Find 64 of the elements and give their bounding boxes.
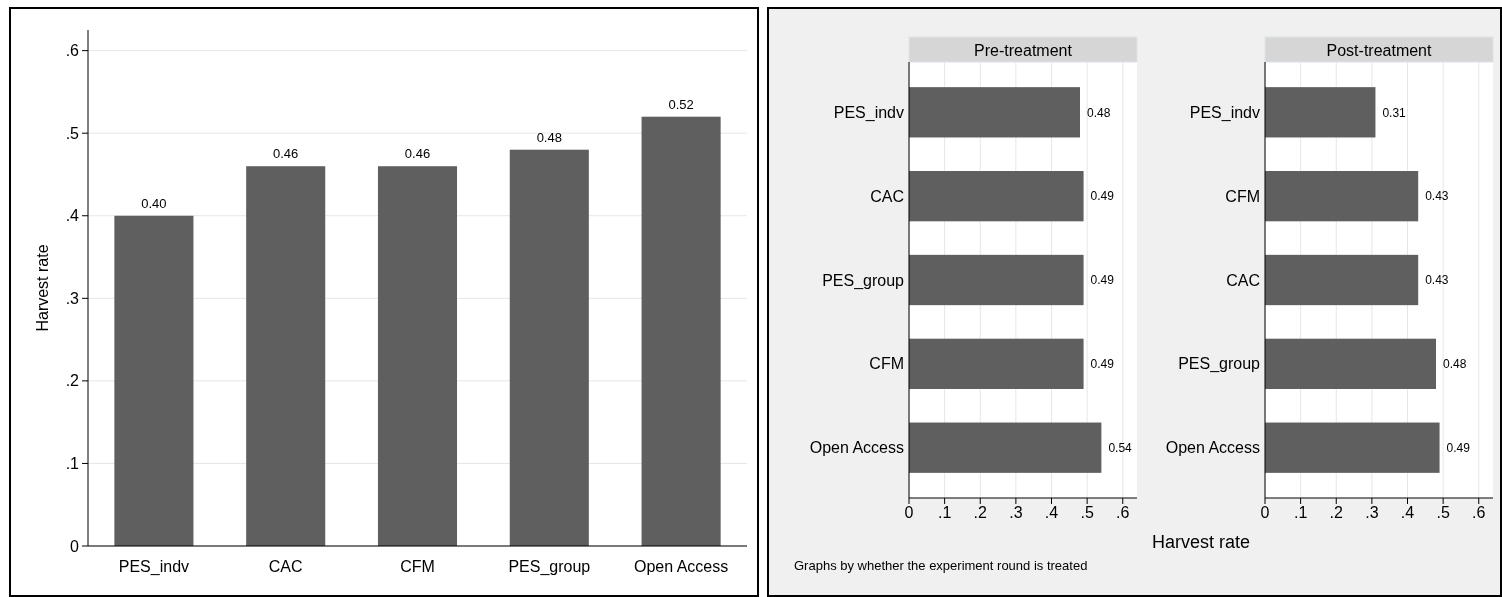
x-tick-label: CFM xyxy=(400,558,435,575)
y-tick-label: .5 xyxy=(65,124,80,142)
data-label: 0.48 xyxy=(1087,105,1111,120)
y-tick-label: .1 xyxy=(65,455,80,473)
data-label: 0.43 xyxy=(1425,189,1449,204)
y-tick-label: PES_indv xyxy=(1189,103,1260,122)
data-label: 0.52 xyxy=(668,96,694,112)
data-label: 0.48 xyxy=(1443,357,1467,372)
x-tick-label: .2 xyxy=(1329,504,1344,521)
bar xyxy=(1265,338,1436,389)
y-tick-label: CAC xyxy=(870,187,904,205)
data-label: 0.54 xyxy=(1108,440,1133,455)
bar xyxy=(1265,171,1419,222)
data-label: 0.31 xyxy=(1382,105,1407,120)
x-tick-label: PES_indv xyxy=(118,558,190,576)
data-label: 0.49 xyxy=(1446,440,1471,455)
data-label: 0.43 xyxy=(1425,273,1449,288)
x-tick-label: .1 xyxy=(1293,504,1308,521)
x-tick-label: .6 xyxy=(1116,504,1130,521)
data-label: 0.49 xyxy=(1090,273,1115,288)
y-tick-label: CAC xyxy=(1226,271,1260,289)
bar xyxy=(1265,422,1440,473)
y-tick-label: CFM xyxy=(869,355,904,373)
x-axis-title: Harvest rate xyxy=(1151,532,1251,552)
y-tick-label: .6 xyxy=(65,42,80,60)
y-axis-title: Harvest rate xyxy=(34,244,51,332)
data-label: 0.48 xyxy=(536,129,562,145)
data-label: 0.46 xyxy=(404,146,431,162)
x-tick-label: Open Access xyxy=(633,558,729,575)
y-tick-label: .2 xyxy=(65,372,80,390)
x-tick-label: .4 xyxy=(1044,504,1059,521)
y-tick-label: PES_group xyxy=(822,271,905,290)
data-label: 0.49 xyxy=(1090,189,1115,204)
y-tick-label: .3 xyxy=(65,289,80,307)
bar xyxy=(641,116,721,546)
bar xyxy=(1265,254,1419,306)
bar xyxy=(1265,87,1376,138)
x-tick-label: .4 xyxy=(1400,504,1415,521)
x-tick-label: .3 xyxy=(1009,504,1023,521)
y-tick-label: Open Access xyxy=(809,439,904,457)
bar xyxy=(377,166,458,546)
x-tick-label: .1 xyxy=(937,504,952,521)
y-tick-label: .4 xyxy=(65,207,80,225)
chart-title: Pre-treatment xyxy=(974,41,1073,59)
x-tick-label: .6 xyxy=(1472,504,1486,521)
y-tick-label: 0 xyxy=(70,537,80,555)
bar xyxy=(114,215,194,546)
x-tick-label: .2 xyxy=(973,504,988,521)
chart-title: Post-treatment xyxy=(1326,41,1433,59)
data-label: 0.40 xyxy=(141,195,167,211)
text: Graphs by whether the experiment round is treated xyxy=(794,558,1088,573)
y-tick-label: Open Access xyxy=(1165,439,1260,457)
bar xyxy=(509,149,589,546)
x-tick-label: .3 xyxy=(1365,504,1379,521)
data-label: 0.46 xyxy=(273,146,299,162)
bar xyxy=(246,166,326,546)
y-tick-label: PES_indv xyxy=(833,103,904,122)
y-tick-label: PES_group xyxy=(1178,355,1261,374)
x-tick-label: CAC xyxy=(268,558,303,575)
data-label: 0.49 xyxy=(1090,357,1115,372)
x-tick-label: PES_group xyxy=(508,558,591,576)
x-tick-label: .5 xyxy=(1436,504,1450,521)
y-tick-label: CFM xyxy=(1225,187,1260,205)
x-tick-label: .5 xyxy=(1080,504,1094,521)
